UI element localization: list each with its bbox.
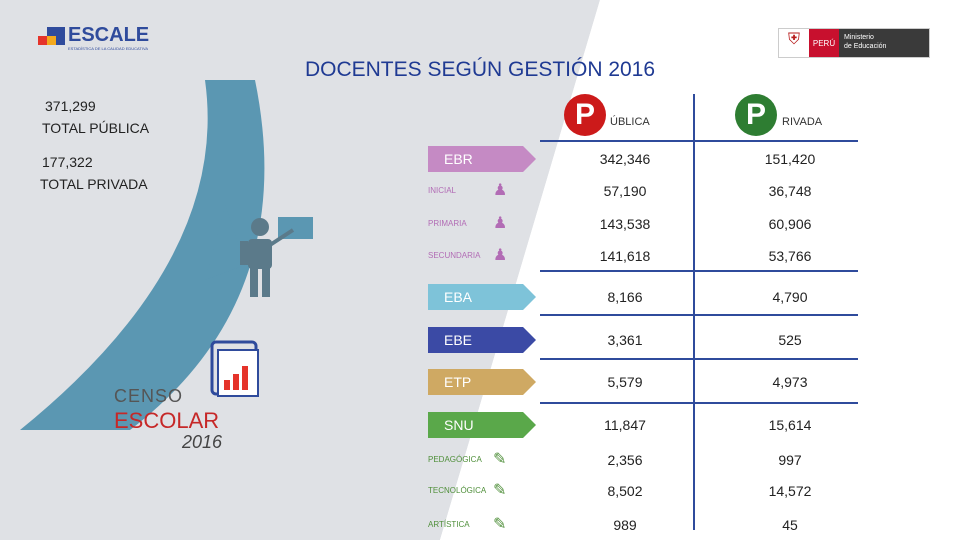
censo-line1: CENSO [114,386,184,406]
censo-line3: 2016 [182,432,223,452]
value-privada: 15,614 [768,417,812,433]
shield-icon: ⛨ [787,31,800,48]
value-privada: 53,766 [768,248,812,264]
value-privada: 525 [778,332,802,348]
minedu-logo: ⛨ PERÚ Ministerio de Educación [778,28,930,58]
discipline-icon: ✎ [493,516,507,533]
privada-header-suffix: RIVADA [782,116,823,128]
row-label-artística: ARTÍSTICA [428,520,470,529]
row-label-pedagógica: PEDAGÓGICA [428,455,482,464]
book-chart-icon [210,340,259,397]
value-privada: 4,973 [772,374,808,390]
minedu-name-2: de Educación [844,43,887,50]
value-publica: 141,618 [599,248,651,264]
discipline-icon: ✎ [493,482,507,499]
value-publica: 11,847 [604,417,646,433]
minedu-peru: PERÚ [809,29,839,57]
row-label-ebr: EBR [428,146,536,172]
row-label-primaria: PRIMARIA [428,219,467,228]
row-label-tecnológica: TECNOLÓGICA [428,486,487,495]
escale-logo-text: ESCALE [68,24,150,46]
publica-header-suffix: ÚBLICA [610,116,650,128]
value-publica: 143,538 [599,216,651,232]
censo-line2: ESCOLAR [114,408,220,433]
value-publica: 2,356 [607,452,643,468]
row-divider [540,402,858,404]
row-label-secundaria: SECUNDARIA [428,251,481,260]
student-icon: ♟ [493,182,508,199]
total-publica-label: TOTAL PÚBLICA [42,120,150,136]
row-label-eba: EBA [428,284,536,310]
value-publica: 989 [613,517,637,533]
escale-logo: ESCALE ESTADÍSTICA DE LA CALIDAD EDUCATI… [38,24,158,54]
escale-tagline: ESTADÍSTICA DE LA CALIDAD EDUCATIVA [68,46,149,51]
page-title: DOCENTES SEGÚN GESTIÓN 2016 [304,58,656,81]
row-label-etp: ETP [428,369,536,395]
value-privada: 151,420 [764,151,816,167]
minedu-name-box: Ministerio de Educación [839,29,929,57]
publica-circle: P [564,94,606,136]
row-divider [540,314,858,316]
value-privada: 60,906 [768,216,812,232]
discipline-icon: ✎ [493,451,507,468]
row-label-ebe: EBE [428,327,536,353]
value-privada: 997 [778,452,802,468]
value-publica: 8,502 [607,483,643,499]
escale-logo-icon [38,27,65,45]
total-arc [20,80,265,430]
privada-circle: P [735,94,777,136]
teacher-icon [240,217,313,297]
row-divider [540,270,858,272]
minedu-name-1: Ministerio [844,34,874,41]
value-privada: 4,790 [772,289,808,305]
value-privada: 45 [782,517,798,533]
value-publica: 342,346 [599,151,651,167]
total-privada-value: 177,322 [42,154,93,170]
row-divider [540,358,858,360]
row-label-inicial: INICIAL [428,186,457,195]
student-icon: ♟ [493,215,508,232]
total-privada-label: TOTAL PRIVADA [40,176,148,192]
row-label-snu: SNU [428,412,536,438]
value-publica: 3,361 [607,332,643,348]
value-privada: 36,748 [768,183,812,199]
student-icon: ♟ [493,247,508,264]
value-publica: 8,166 [607,289,643,305]
header-underline [540,140,858,142]
value-privada: 14,572 [768,483,812,499]
censo-escolar-logo: CENSO ESCOLAR 2016 [110,338,270,458]
total-publica-value: 371,299 [45,98,96,114]
value-publica: 57,190 [603,183,647,199]
value-publica: 5,579 [607,374,643,390]
column-divider [693,94,695,530]
